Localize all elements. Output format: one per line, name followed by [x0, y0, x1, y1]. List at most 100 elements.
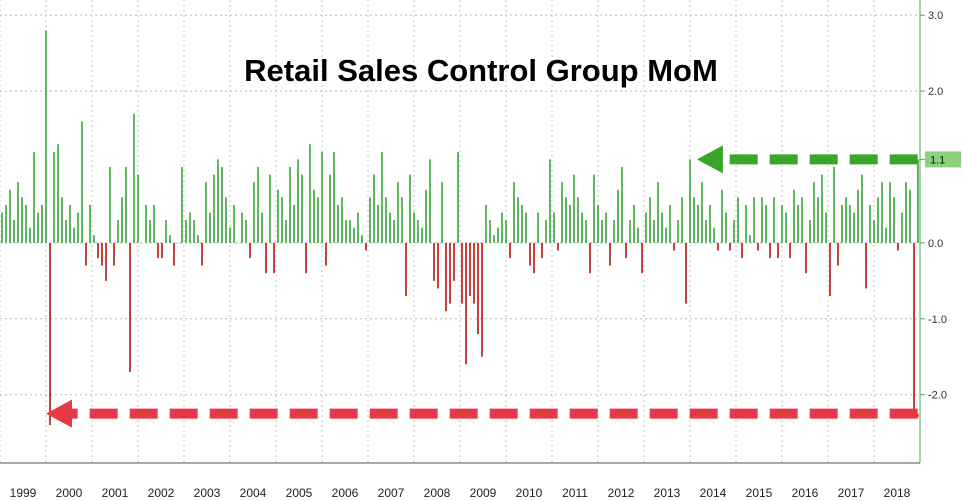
bar-negative — [777, 242, 779, 259]
bar-negative — [757, 242, 759, 251]
bar-positive — [329, 174, 331, 243]
bar-negative — [157, 242, 159, 259]
bar-negative — [541, 242, 543, 259]
bar-positive — [517, 197, 519, 243]
bar-positive — [9, 189, 11, 243]
bar-negative — [609, 242, 611, 266]
bar-positive — [425, 189, 427, 243]
x-tick-label: 1999 — [10, 486, 37, 500]
bar-positive — [633, 204, 635, 243]
bar-positive — [661, 212, 663, 243]
bar-positive — [521, 204, 523, 243]
latest-value-label: 1.1 — [930, 154, 945, 166]
bar-positive — [133, 113, 135, 243]
bar-positive — [341, 197, 343, 243]
bar-positive — [501, 212, 503, 243]
bar-positive — [5, 204, 7, 243]
bar-negative — [449, 242, 451, 304]
x-tick-label: 2010 — [516, 486, 543, 500]
bar-negative — [589, 242, 591, 274]
bar-positive — [893, 197, 895, 243]
bar-negative — [509, 242, 511, 259]
bar-positive — [165, 220, 167, 243]
x-tick-label: 2016 — [792, 486, 819, 500]
bar-negative — [201, 242, 203, 266]
bar-positive — [393, 220, 395, 243]
bar-negative — [465, 242, 467, 365]
arrow-head — [46, 399, 72, 428]
bar-positive — [93, 235, 95, 243]
bar-negative — [265, 242, 267, 274]
bar-positive — [369, 197, 371, 243]
x-tick-label: 2005 — [286, 486, 313, 500]
bar-positive — [381, 151, 383, 243]
x-tick-label: 2014 — [700, 486, 727, 500]
latest-value-badge — [925, 151, 961, 168]
arrow-head — [696, 145, 723, 174]
x-tick-label: 2017 — [838, 486, 865, 500]
bar-negative — [49, 242, 51, 426]
bar-positive — [229, 227, 231, 243]
bar-negative — [837, 242, 839, 266]
bar-positive — [505, 220, 507, 243]
bar-negative — [85, 242, 87, 266]
bar-positive — [117, 220, 119, 243]
bar-positive — [53, 151, 55, 243]
x-tick-label: 2000 — [56, 486, 83, 500]
bar-negative — [453, 242, 455, 281]
bar-positive — [809, 220, 811, 243]
bar-negative — [365, 242, 367, 251]
bar-positive — [845, 197, 847, 243]
bar-negative — [557, 242, 559, 251]
bar-positive — [13, 220, 15, 243]
bar-positive — [141, 242, 143, 244]
bar-negative — [829, 242, 831, 297]
bar-positive — [377, 204, 379, 243]
bar-positive — [181, 166, 183, 243]
bar-positive — [797, 204, 799, 243]
bar-positive — [833, 166, 835, 243]
bar-positive — [121, 197, 123, 243]
bar-negative — [469, 242, 471, 297]
bar-positive — [285, 220, 287, 243]
bar-positive — [885, 227, 887, 243]
bar-positive — [597, 204, 599, 243]
bar-negative — [473, 242, 475, 304]
bar-positive — [493, 235, 495, 243]
bar-positive — [1, 212, 3, 243]
bar-positive — [713, 227, 715, 243]
bar-positive — [781, 204, 783, 243]
bar-positive — [17, 182, 19, 243]
bar-negative — [461, 242, 463, 304]
y-tick-label: -1.0 — [928, 314, 947, 326]
bar-positive — [41, 204, 43, 243]
bar-negative — [673, 242, 675, 251]
bar-negative — [805, 242, 807, 274]
bar-negative — [789, 242, 791, 259]
bar-positive — [241, 212, 243, 243]
bar-positive — [889, 182, 891, 243]
bar-positive — [185, 220, 187, 243]
bar-positive — [813, 182, 815, 243]
x-tick-label: 2011 — [562, 486, 588, 500]
bar-positive — [125, 166, 127, 243]
bar-positive — [145, 204, 147, 243]
bar-positive — [901, 212, 903, 243]
y-tick-label: -2.0 — [928, 390, 947, 402]
bar-positive — [821, 174, 823, 243]
bar-positive — [317, 197, 319, 243]
bar-positive — [621, 166, 623, 243]
bar-positive — [569, 204, 571, 243]
bars — [1, 30, 919, 426]
bar-negative — [101, 242, 103, 266]
bar-negative — [405, 242, 407, 297]
x-tick-label: 2015 — [746, 486, 773, 500]
bar-positive — [485, 204, 487, 243]
x-tick-label: 2012 — [608, 486, 635, 500]
bar-positive — [281, 197, 283, 243]
bar-positive — [409, 174, 411, 243]
bar-positive — [681, 197, 683, 243]
bar-positive — [657, 182, 659, 243]
